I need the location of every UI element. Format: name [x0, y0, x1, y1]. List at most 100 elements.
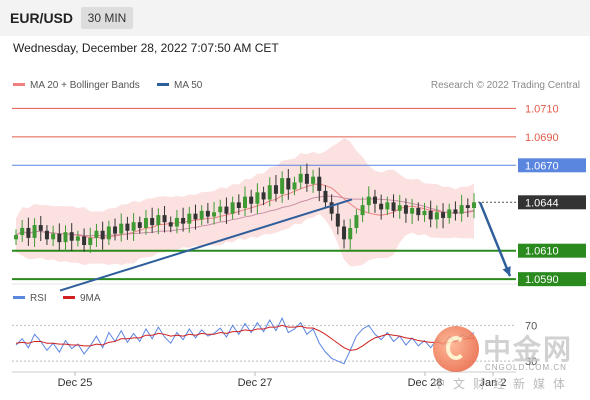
candle[interactable]: [82, 228, 87, 252]
candle[interactable]: [416, 202, 421, 221]
candle[interactable]: [243, 186, 247, 216]
candle[interactable]: [385, 196, 390, 216]
candle[interactable]: [403, 198, 408, 223]
candle[interactable]: [162, 206, 167, 233]
timeframe-badge[interactable]: 30 MIN: [81, 7, 133, 29]
candle[interactable]: [379, 194, 384, 220]
candle[interactable]: [199, 205, 204, 226]
candle[interactable]: [26, 217, 31, 246]
candle[interactable]: [100, 221, 105, 250]
candle[interactable]: [304, 163, 309, 192]
candle-body: [379, 203, 384, 210]
candle[interactable]: [317, 167, 322, 202]
candle[interactable]: [465, 198, 470, 218]
candle[interactable]: [342, 219, 347, 249]
candle[interactable]: [181, 207, 186, 232]
candle[interactable]: [280, 171, 285, 203]
projection-arrow-shaft: [478, 201, 512, 277]
candle[interactable]: [267, 177, 272, 207]
candle[interactable]: [20, 219, 25, 242]
candle[interactable]: [323, 185, 328, 208]
candle[interactable]: [143, 209, 148, 235]
candle[interactable]: [168, 216, 173, 233]
candle[interactable]: [224, 197, 229, 224]
candle-body: [434, 212, 439, 220]
candle[interactable]: [137, 216, 142, 234]
candle[interactable]: [261, 186, 266, 206]
candle-body: [441, 212, 446, 218]
candle[interactable]: [113, 218, 118, 241]
candle[interactable]: [205, 202, 210, 224]
candle-body: [119, 223, 124, 234]
candle-body: [224, 206, 229, 214]
candle-body: [465, 205, 470, 208]
candle[interactable]: [422, 202, 427, 222]
candle[interactable]: [366, 186, 371, 214]
candle-body: [366, 196, 371, 206]
candle[interactable]: [354, 209, 359, 234]
candle[interactable]: [329, 194, 334, 221]
candle[interactable]: [236, 194, 241, 215]
candle-body: [94, 230, 99, 238]
candle[interactable]: [131, 213, 136, 242]
candle[interactable]: [410, 198, 415, 224]
candle[interactable]: [311, 169, 316, 193]
candle[interactable]: [187, 206, 192, 233]
candle[interactable]: [38, 215, 43, 242]
candle[interactable]: [428, 200, 433, 228]
candle-body: [243, 196, 247, 208]
legend-rsi-label: RSI: [30, 293, 47, 304]
candle[interactable]: [94, 223, 99, 247]
candle[interactable]: [193, 204, 198, 230]
candle[interactable]: [298, 165, 303, 190]
candle[interactable]: [51, 225, 56, 247]
candle[interactable]: [156, 208, 161, 235]
candle[interactable]: [212, 202, 217, 225]
candle[interactable]: [472, 193, 476, 219]
candle[interactable]: [125, 216, 130, 240]
candle[interactable]: [75, 230, 80, 247]
candle[interactable]: [372, 189, 377, 213]
candle[interactable]: [286, 169, 291, 200]
candle[interactable]: [230, 196, 235, 220]
candle[interactable]: [292, 176, 297, 196]
legend-ma50-swatch: [157, 82, 169, 86]
watermark-url: CNGOLD.COM.CN: [485, 363, 567, 372]
candle[interactable]: [391, 194, 396, 218]
candle-body: [51, 233, 56, 240]
candle[interactable]: [273, 174, 278, 202]
candlesticks[interactable]: [14, 163, 476, 253]
candle[interactable]: [57, 223, 62, 251]
candle-body: [181, 217, 186, 224]
candle[interactable]: [441, 203, 446, 229]
candle[interactable]: [106, 220, 111, 245]
candle[interactable]: [14, 229, 18, 245]
candle-body: [391, 202, 396, 211]
candle-body: [193, 213, 198, 220]
candle[interactable]: [44, 225, 49, 245]
candle[interactable]: [453, 201, 458, 221]
candle[interactable]: [348, 218, 353, 250]
candle[interactable]: [397, 194, 402, 219]
candle[interactable]: [335, 203, 340, 235]
candle[interactable]: [255, 183, 260, 214]
candle[interactable]: [88, 227, 93, 253]
candle[interactable]: [174, 209, 179, 234]
candle-body: [205, 210, 210, 217]
legend-9ma-swatch: [63, 295, 75, 299]
candle[interactable]: [447, 203, 452, 224]
candle[interactable]: [360, 197, 365, 222]
candle[interactable]: [459, 194, 464, 222]
candle[interactable]: [32, 218, 37, 247]
candle[interactable]: [249, 189, 254, 213]
candle[interactable]: [150, 207, 155, 234]
candle[interactable]: [69, 223, 74, 251]
candle[interactable]: [218, 199, 223, 222]
candle[interactable]: [63, 225, 68, 252]
rsi-series-9MA: [15, 324, 475, 351]
candle[interactable]: [119, 213, 124, 242]
candle-body: [100, 230, 105, 240]
candle-body: [329, 202, 334, 214]
candle[interactable]: [434, 205, 439, 229]
